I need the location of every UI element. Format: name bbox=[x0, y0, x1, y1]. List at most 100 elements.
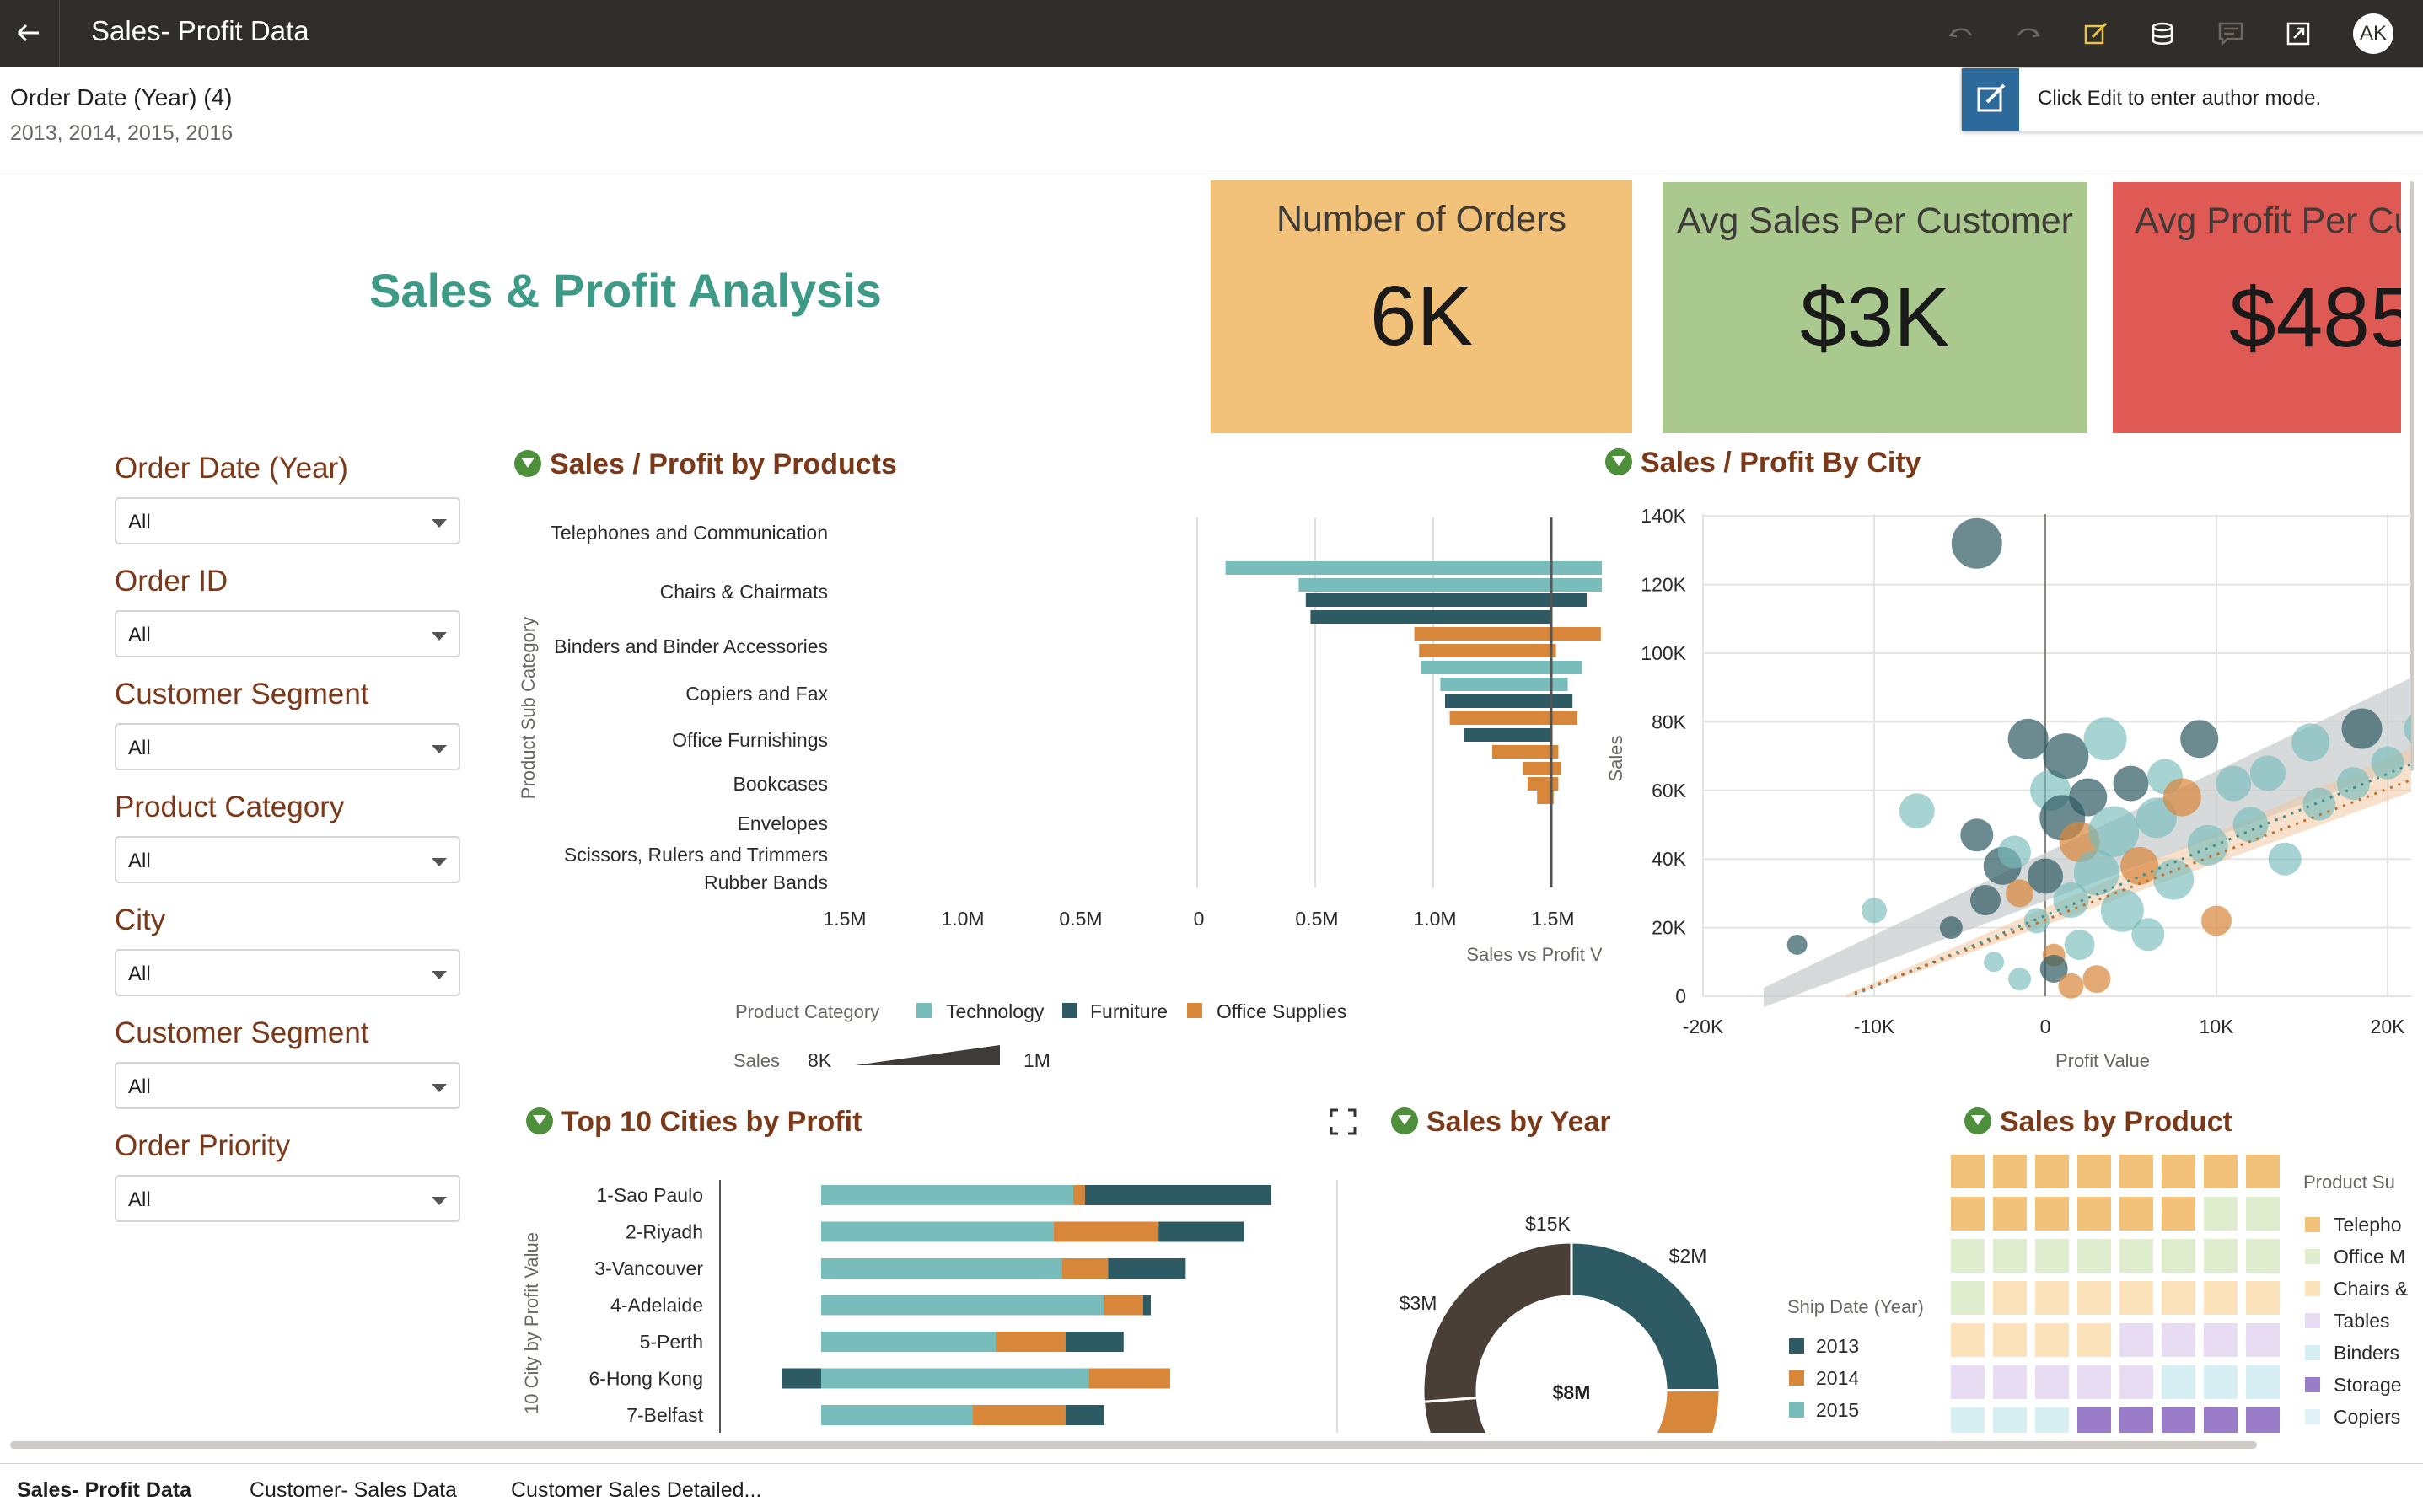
kpi-label: Avg Sales Per Customer bbox=[1676, 201, 2074, 241]
waffle-cell bbox=[1951, 1323, 1985, 1357]
filter-customer-segment-2[interactable]: All bbox=[115, 1062, 460, 1109]
kpi-avg-profit-per-customer[interactable]: Avg Profit Per Customer $485 bbox=[2113, 182, 2401, 433]
section-title-text: Sales by Product bbox=[2000, 1106, 2232, 1138]
user-avatar[interactable]: AK bbox=[2353, 13, 2393, 54]
page-tab-customer-sales-detailed[interactable]: Customer Sales Detailed... bbox=[511, 1478, 762, 1502]
chart-top-10-cities[interactable]: 1-Sao Paulo 2-Riyadh 3-Vancouver 4-Adelaide… bbox=[514, 1155, 1357, 1433]
waffle-cell bbox=[2162, 1407, 2195, 1433]
bar bbox=[996, 1332, 1066, 1352]
scatter-point bbox=[2088, 806, 2140, 857]
waffle-cell bbox=[2035, 1197, 2069, 1231]
size-legend-label: Sales bbox=[733, 1050, 780, 1071]
chevron-down-icon bbox=[432, 745, 447, 753]
filter-order-date-year[interactable]: All bbox=[115, 497, 460, 544]
category-label: 2-Riyadh bbox=[626, 1221, 703, 1243]
scatter-point bbox=[2100, 888, 2144, 932]
filter-icon[interactable] bbox=[514, 450, 541, 477]
chart-sales-by-year[interactable]: $8M $15K $2M $3M Ship Date (Year) 2013 2… bbox=[1383, 1163, 1939, 1433]
redo-icon[interactable] bbox=[2013, 19, 2044, 49]
waffle-cell bbox=[1993, 1155, 2027, 1188]
filter-bar-title[interactable]: Order Date (Year) (4) bbox=[10, 84, 233, 110]
chart-sales-profit-by-city[interactable]: -20K -10K 0 10K 20K 0 20K 40K 60K 80K 100K 120K 140K… bbox=[1602, 489, 2411, 1079]
comment-icon[interactable] bbox=[2216, 19, 2246, 49]
filter-customer-segment[interactable]: All bbox=[115, 723, 460, 770]
page-tab-customer-sales-data[interactable]: Customer- Sales Data bbox=[250, 1478, 457, 1502]
filter-label: Order Date (Year) bbox=[115, 452, 348, 485]
present-icon[interactable] bbox=[2283, 19, 2313, 49]
trend-line bbox=[1854, 762, 2411, 996]
waffle-cell bbox=[2077, 1365, 2111, 1399]
waffle-cell bbox=[2119, 1281, 2153, 1315]
edit-icon bbox=[1962, 68, 2019, 131]
edit-icon[interactable] bbox=[2081, 19, 2111, 49]
kpi-value: $485 bbox=[2229, 271, 2401, 365]
legend-item: Tables bbox=[2334, 1310, 2389, 1332]
waffle-cell bbox=[2162, 1239, 2195, 1273]
donut-center-label: $8M bbox=[1553, 1381, 1591, 1403]
filter-bar-values: 2013, 2014, 2015, 2016 bbox=[10, 121, 234, 145]
kpi-avg-sales-per-customer[interactable]: Avg Sales Per Customer $3K bbox=[1663, 182, 2087, 433]
scatter-point bbox=[2039, 954, 2068, 983]
horizontal-scrollbar[interactable] bbox=[10, 1441, 2257, 1449]
scatter-point bbox=[2058, 973, 2084, 999]
legend-item[interactable]: Furniture bbox=[1090, 1000, 1168, 1022]
data-icon[interactable] bbox=[2148, 19, 2179, 49]
waffle-cell bbox=[2119, 1407, 2153, 1433]
filter-icon[interactable] bbox=[526, 1107, 553, 1134]
waffle-cell bbox=[2246, 1155, 2280, 1188]
legend-swatch-2014 bbox=[1789, 1370, 1804, 1386]
filter-order-id[interactable]: All bbox=[115, 610, 460, 657]
waffle-cell bbox=[1993, 1239, 2027, 1273]
category-label: 7-Belfast bbox=[626, 1404, 703, 1426]
chart-sales-profit-by-products[interactable]: Telephones and Communication Chairs & Cha… bbox=[506, 489, 1602, 1079]
legend-swatch bbox=[2305, 1281, 2320, 1296]
filter-icon[interactable] bbox=[1605, 448, 1632, 475]
scatter-point bbox=[2113, 765, 2149, 802]
scatter-point bbox=[2249, 755, 2286, 791]
scatter-point bbox=[2007, 718, 2049, 759]
filter-icon[interactable] bbox=[1391, 1107, 1418, 1134]
expand-icon[interactable] bbox=[1329, 1107, 1357, 1136]
filter-city[interactable]: All bbox=[115, 949, 460, 996]
kpi-number-of-orders[interactable]: Number of Orders 6K bbox=[1211, 180, 1632, 433]
undo-icon[interactable] bbox=[1946, 19, 1976, 49]
section-title-products: Sales / Profit by Products bbox=[514, 448, 897, 481]
page-tab-sales-profit-data[interactable]: Sales- Profit Data bbox=[17, 1478, 192, 1502]
category-label: Envelopes bbox=[738, 812, 828, 834]
legend-swatch-technology bbox=[916, 1003, 932, 1018]
size-legend-wedge bbox=[855, 1045, 1000, 1065]
chart-sales-by-product[interactable]: Product Su Telepho Office M Chairs & Tables… bbox=[1939, 1146, 2423, 1433]
waffle-cell bbox=[2119, 1365, 2153, 1399]
donut-slice bbox=[1654, 1388, 1722, 1433]
legend-item[interactable]: 2013 bbox=[1816, 1335, 1859, 1357]
bar bbox=[1073, 1185, 1085, 1205]
vertical-scrollbar[interactable] bbox=[2410, 181, 2414, 771]
scatter-point bbox=[2371, 746, 2404, 780]
waffle-cell bbox=[2077, 1155, 2111, 1188]
waffle-cell bbox=[2246, 1239, 2280, 1273]
waffle-cell bbox=[2204, 1239, 2238, 1273]
filter-product-category[interactable]: All bbox=[115, 836, 460, 883]
filter-icon[interactable] bbox=[1964, 1107, 1991, 1134]
scatter-point bbox=[2341, 708, 2383, 749]
bar bbox=[1523, 762, 1561, 775]
category-label: 4-Adelaide bbox=[610, 1295, 703, 1316]
waffle-cell bbox=[1951, 1239, 1985, 1273]
filter-order-priority[interactable]: All bbox=[115, 1175, 460, 1222]
scatter-point bbox=[2162, 778, 2201, 817]
bar bbox=[1088, 1368, 1170, 1389]
legend-item[interactable]: Office Supplies bbox=[1217, 1000, 1346, 1022]
legend-item[interactable]: Technology bbox=[946, 1000, 1045, 1022]
waffle-cell bbox=[2162, 1155, 2195, 1188]
back-button[interactable] bbox=[0, 0, 60, 67]
waffle-cell bbox=[2204, 1323, 2238, 1357]
legend-title: Product Category bbox=[735, 1001, 879, 1022]
tick-label: 0.5M bbox=[1059, 908, 1102, 930]
waffle-cell bbox=[2246, 1365, 2280, 1399]
legend-item[interactable]: 2015 bbox=[1816, 1399, 1859, 1421]
tick-label: 0 bbox=[2040, 1016, 2051, 1037]
legend-item[interactable]: 2014 bbox=[1816, 1367, 1859, 1389]
bar bbox=[1310, 610, 1551, 624]
waffle-cell bbox=[2246, 1197, 2280, 1231]
chevron-down-icon bbox=[432, 971, 447, 979]
